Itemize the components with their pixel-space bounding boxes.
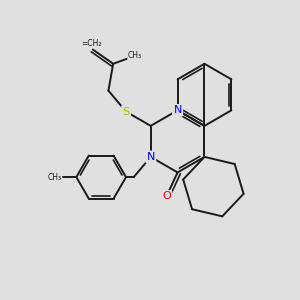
Text: CH₃: CH₃ [48,172,62,182]
Text: S: S [122,106,130,117]
Text: CH₃: CH₃ [128,51,142,60]
Text: N: N [146,152,155,162]
Text: =CH₂: =CH₂ [81,39,101,48]
Text: N: N [173,105,182,115]
Text: O: O [162,191,171,201]
